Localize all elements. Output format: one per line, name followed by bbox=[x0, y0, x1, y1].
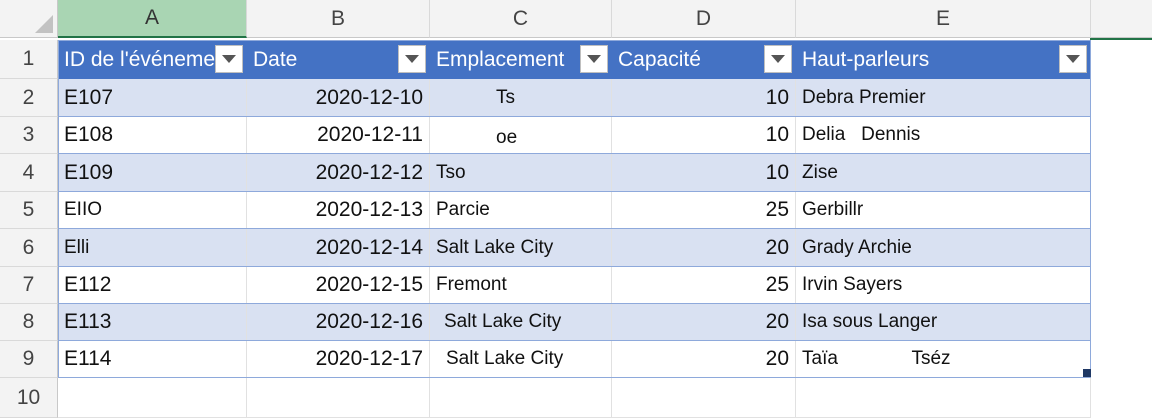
table-resize-handle-icon[interactable] bbox=[1083, 369, 1091, 377]
table-cell[interactable]: 2020-12-12 bbox=[247, 154, 430, 192]
filter-dropdown-icon[interactable] bbox=[764, 45, 792, 73]
table-cell[interactable]: Salt Lake City bbox=[430, 229, 612, 267]
row-header-1[interactable]: 1 bbox=[0, 40, 58, 79]
table-cell[interactable]: Irvin Sayers bbox=[796, 267, 1091, 304]
table-cell[interactable]: 2020-12-13 bbox=[247, 192, 430, 229]
table-cell[interactable]: Elli bbox=[58, 229, 247, 267]
empty-cell[interactable] bbox=[612, 378, 796, 418]
table-cell[interactable]: 20 bbox=[612, 304, 796, 341]
row-divider bbox=[58, 116, 1090, 117]
empty-cell[interactable] bbox=[247, 378, 430, 418]
table-cell[interactable]: 2020-12-17 bbox=[247, 341, 430, 378]
table-cell[interactable]: Parcie bbox=[430, 192, 612, 229]
table-cell[interactable]: 10 bbox=[612, 79, 796, 117]
row-header-4[interactable]: 4 bbox=[0, 154, 58, 192]
table-cell[interactable]: 2020-12-10 bbox=[247, 79, 430, 117]
row-header-8[interactable]: 8 bbox=[0, 304, 58, 341]
table-cell[interactable]: 25 bbox=[612, 192, 796, 229]
empty-cell[interactable] bbox=[796, 378, 1091, 418]
table-cell[interactable]: 2020-12-14 bbox=[247, 229, 430, 267]
table-cell[interactable]: 2020-12-11 bbox=[247, 117, 430, 154]
filter-dropdown-icon[interactable] bbox=[398, 45, 426, 73]
empty-cell[interactable] bbox=[430, 378, 612, 418]
table-cell[interactable]: Salt Lake City bbox=[430, 341, 612, 378]
table-cell[interactable]: E113 bbox=[58, 304, 247, 341]
table-cell[interactable]: Delia Dennis bbox=[796, 117, 1091, 154]
table-cell[interactable]: E109 bbox=[58, 154, 247, 192]
row-header-9[interactable]: 9 bbox=[0, 341, 58, 378]
table-cell[interactable]: oe bbox=[430, 117, 612, 154]
filter-dropdown-icon[interactable] bbox=[215, 45, 243, 73]
table-cell[interactable]: Taïa Tséz bbox=[796, 341, 1091, 378]
column-header-e[interactable]: E bbox=[796, 0, 1091, 38]
table-cell[interactable]: Gerbillr bbox=[796, 192, 1091, 229]
table-cell[interactable]: Zise bbox=[796, 154, 1091, 192]
table-cell[interactable]: Salt Lake City bbox=[430, 304, 612, 341]
table-cell[interactable]: E108 bbox=[58, 117, 247, 154]
row-divider bbox=[58, 266, 1090, 267]
table-header-speakers[interactable]: Haut-parleurs bbox=[796, 40, 1091, 79]
table-cell[interactable]: 25 bbox=[612, 267, 796, 304]
row-divider bbox=[58, 153, 1090, 154]
row-divider bbox=[58, 228, 1090, 229]
column-header-f[interactable] bbox=[1091, 0, 1152, 38]
table-cell[interactable]: Debra Premier bbox=[796, 79, 1091, 117]
row-divider bbox=[58, 340, 1090, 341]
table-cell[interactable]: 20 bbox=[612, 229, 796, 267]
select-all-button[interactable] bbox=[0, 0, 58, 38]
table-cell[interactable]: Isa sous Langer bbox=[796, 304, 1091, 341]
column-header-c[interactable]: C bbox=[430, 0, 612, 38]
table-cell[interactable]: Grady Archie bbox=[796, 229, 1091, 267]
select-all-icon bbox=[35, 15, 53, 33]
table-cell[interactable]: Tso bbox=[430, 154, 612, 192]
row-header-2[interactable]: 2 bbox=[0, 79, 58, 117]
row-header-7[interactable]: 7 bbox=[0, 267, 58, 304]
active-column-edge bbox=[1090, 38, 1152, 40]
row-header-10[interactable]: 10 bbox=[0, 378, 58, 418]
column-header-d[interactable]: D bbox=[612, 0, 796, 38]
filter-dropdown-icon[interactable] bbox=[580, 45, 608, 73]
table-cell[interactable]: 2020-12-16 bbox=[247, 304, 430, 341]
table-cell[interactable]: 10 bbox=[612, 154, 796, 192]
row-divider bbox=[58, 303, 1090, 304]
empty-cell[interactable] bbox=[58, 378, 247, 418]
row-header-6[interactable]: 6 bbox=[0, 229, 58, 267]
table-cell[interactable]: EIIO bbox=[58, 192, 247, 229]
row-header-3[interactable]: 3 bbox=[0, 117, 58, 154]
table-cell[interactable]: E107 bbox=[58, 79, 247, 117]
table-cell[interactable]: 2020-12-15 bbox=[247, 267, 430, 304]
table-cell[interactable]: Fremont bbox=[430, 267, 612, 304]
table-cell[interactable]: Ts bbox=[430, 79, 612, 117]
column-header-a[interactable]: A bbox=[58, 0, 247, 38]
table-cell[interactable]: 10 bbox=[612, 117, 796, 154]
column-header-b[interactable]: B bbox=[247, 0, 430, 38]
table-cell[interactable]: E114 bbox=[58, 341, 247, 378]
filter-dropdown-icon[interactable] bbox=[1059, 45, 1087, 73]
table-cell[interactable]: E112 bbox=[58, 267, 247, 304]
table-cell[interactable]: 20 bbox=[612, 341, 796, 378]
row-header-5[interactable]: 5 bbox=[0, 192, 58, 229]
row-divider bbox=[58, 191, 1090, 192]
